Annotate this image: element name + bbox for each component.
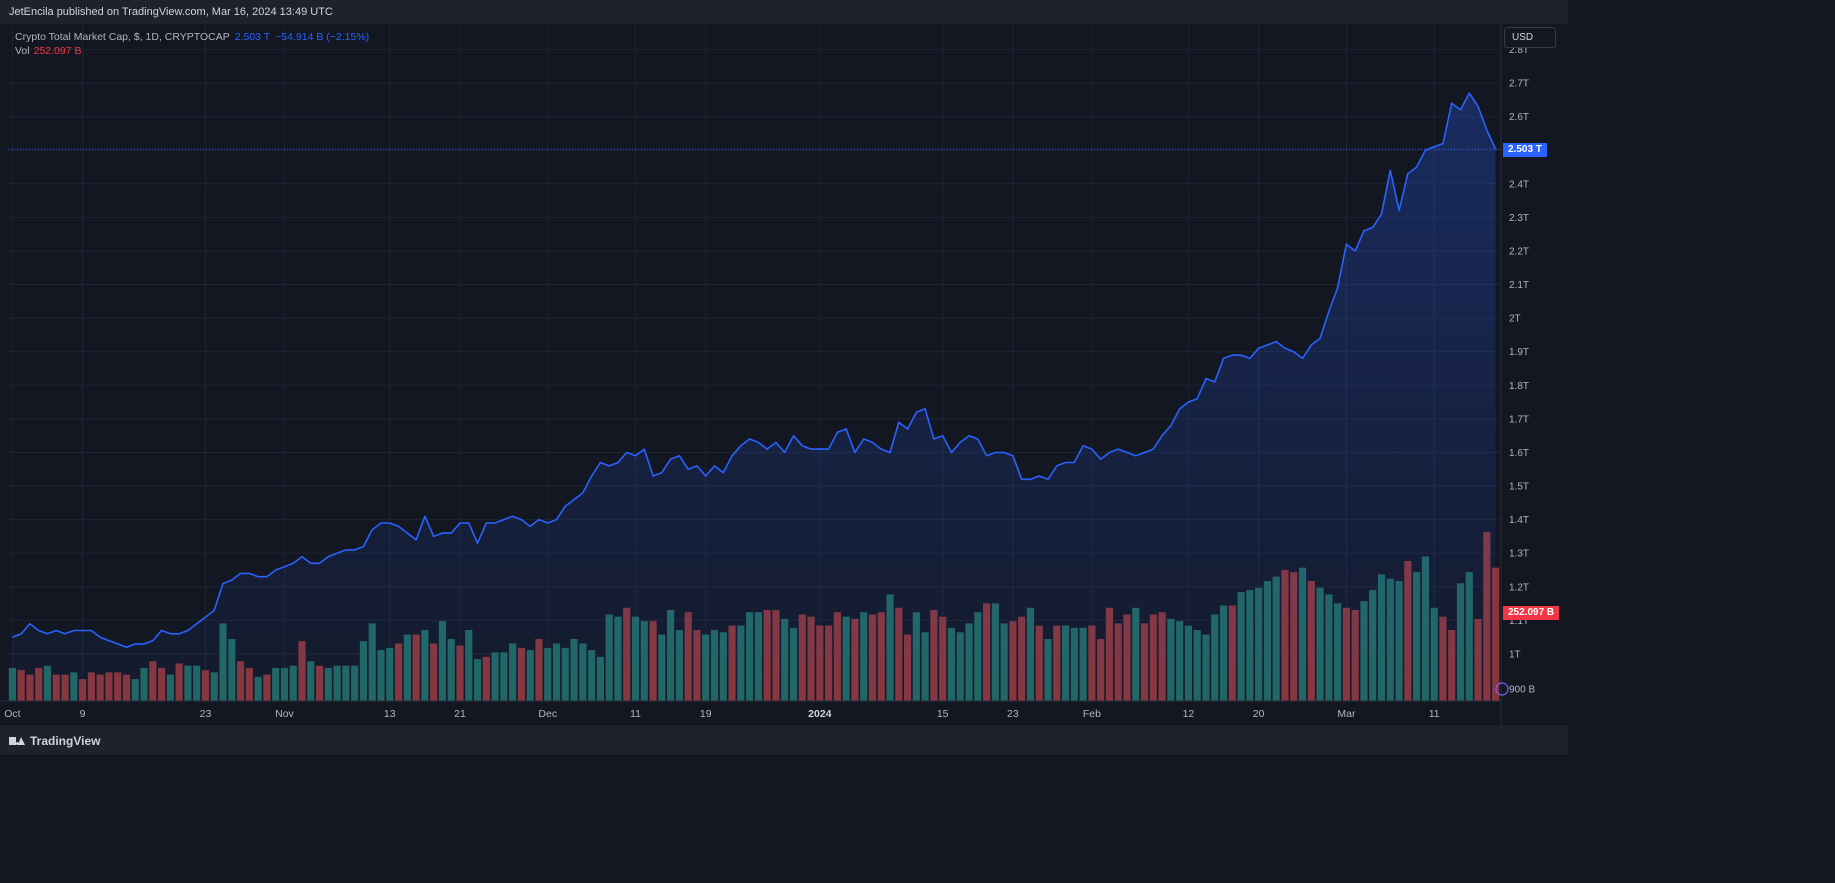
volume-tick-label: 900 B bbox=[1509, 685, 1535, 696]
y-tick-label: 2.6T bbox=[1509, 112, 1529, 123]
chart-legend: Crypto Total Market Cap, $, 1D, CRYPTOCA… bbox=[15, 30, 369, 58]
x-tick-label: Oct bbox=[4, 708, 20, 720]
y-tick-label: 1.1T bbox=[1509, 616, 1529, 627]
volume-bar-down bbox=[1492, 567, 1500, 701]
x-tick-label: 15 bbox=[937, 708, 949, 720]
y-tick-label: 2.7T bbox=[1509, 79, 1529, 90]
x-tick-label: 23 bbox=[1007, 708, 1019, 720]
x-tick-label: 23 bbox=[200, 708, 212, 720]
tradingview-logo[interactable]: TradingView bbox=[9, 734, 100, 748]
price-chart[interactable]: 1T 1.1T 1.2T 1.3T 1.4T 1.5T 1.6T 1.7T 1.8T 1.9T 2T… bbox=[0, 24, 1568, 725]
y-tick-label: 2.3T bbox=[1509, 213, 1529, 224]
x-tick-label: 21 bbox=[454, 708, 466, 720]
x-tick-label: Nov bbox=[275, 708, 294, 720]
footer: TradingView bbox=[0, 725, 1568, 755]
y-tick-label: 1.7T bbox=[1509, 414, 1529, 425]
last-price-tag: 2.503 T bbox=[1503, 143, 1547, 157]
chart-pane[interactable]: 1T 1.1T 1.2T 1.3T 1.4T 1.5T 1.6T 1.7T 1.8T 1.9T 2T… bbox=[0, 24, 1568, 725]
y-tick-label: 1T bbox=[1509, 650, 1521, 661]
x-tick-label: 19 bbox=[700, 708, 712, 720]
y-tick-label: 1.6T bbox=[1509, 448, 1529, 459]
x-tick-label: 20 bbox=[1253, 708, 1265, 720]
price-change-value: −54.914 B (−2.15%) bbox=[275, 31, 370, 43]
y-tick-label: 1.2T bbox=[1509, 582, 1529, 593]
y-tick-label: 2.4T bbox=[1509, 179, 1529, 190]
x-tick-label: 13 bbox=[384, 708, 396, 720]
y-tick-label: 2.8T bbox=[1509, 45, 1529, 56]
currency-button[interactable]: USD bbox=[1504, 27, 1556, 48]
x-tick-label: 12 bbox=[1183, 708, 1195, 720]
last-volume-tag: 252.097 B bbox=[1503, 606, 1560, 620]
last-price-value: 2.503 T bbox=[234, 31, 271, 43]
y-tick-label: 1.3T bbox=[1509, 549, 1529, 560]
volume-label: Vol bbox=[15, 45, 30, 57]
tradingview-logo-icon bbox=[9, 736, 25, 746]
y-tick-label: 1.8T bbox=[1509, 381, 1529, 392]
symbol-title: Crypto Total Market Cap, $, 1D, CRYPTOCA… bbox=[15, 31, 230, 43]
volume-value: 252.097 B bbox=[33, 45, 82, 57]
price-area-fill bbox=[12, 93, 1496, 702]
y-tick-label: 2.2T bbox=[1509, 246, 1529, 257]
publish-header: JetEncila published on TradingView.com, … bbox=[0, 0, 1568, 24]
y-tick-label: 1.5T bbox=[1509, 482, 1529, 493]
x-tick-label: 11 bbox=[630, 708, 641, 720]
volume-scale-marker bbox=[1495, 682, 1509, 696]
x-tick-label: Dec bbox=[538, 708, 557, 720]
x-tick-label: 2024 bbox=[808, 708, 832, 720]
y-tick-label: 1.9T bbox=[1509, 347, 1529, 358]
y-tick-label: 1.4T bbox=[1509, 515, 1529, 526]
x-tick-label: 11 bbox=[1429, 708, 1440, 720]
price-line bbox=[12, 92, 1497, 649]
publish-text: JetEncila published on TradingView.com, … bbox=[9, 6, 333, 18]
tradingview-brand: TradingView bbox=[30, 734, 101, 748]
volume-bar-up bbox=[8, 667, 16, 701]
y-tick-label: 2T bbox=[1509, 314, 1521, 325]
x-tick-label: 9 bbox=[80, 708, 86, 720]
y-tick-label: 2.1T bbox=[1509, 280, 1529, 291]
x-tick-label: Feb bbox=[1083, 708, 1101, 720]
x-tick-label: Mar bbox=[1337, 708, 1356, 720]
